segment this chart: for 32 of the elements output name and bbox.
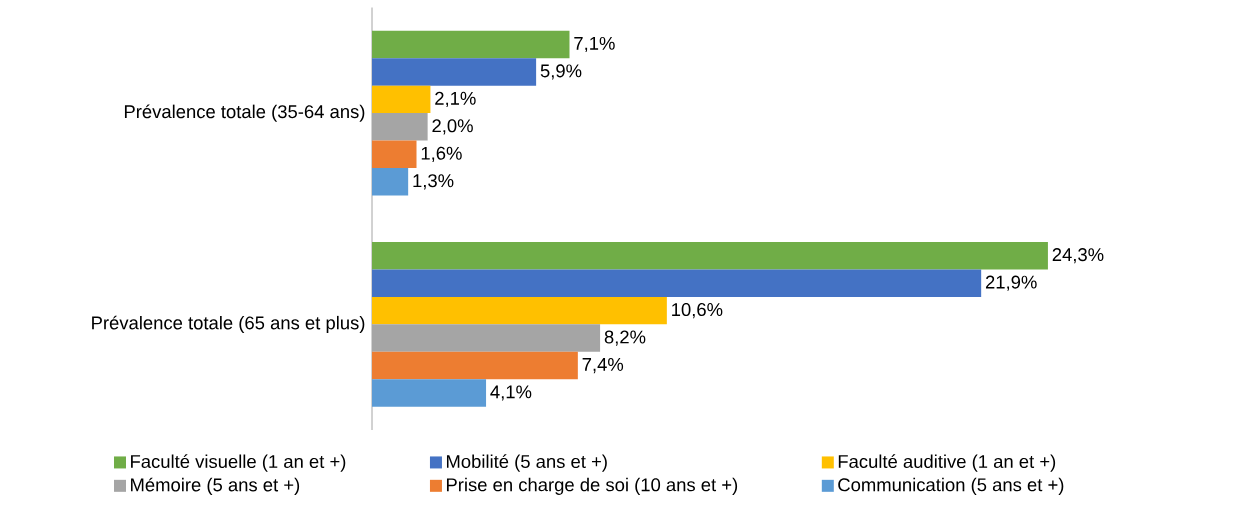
bar <box>372 113 428 141</box>
legend-label: Mémoire (5 ans et +) <box>131 477 300 496</box>
bar <box>372 241 1048 270</box>
data-label: 24,3% <box>1052 248 1104 264</box>
legend-label: Faculté auditive (1 an et +) <box>838 454 1056 472</box>
data-label: 2,1% <box>435 91 476 108</box>
bar <box>372 168 409 196</box>
y-tick-label: Prévalence totale (65 ans et plus) <box>92 315 365 334</box>
legend-label: Faculté visuelle (1 an et +) <box>131 454 346 472</box>
data-label: 7,4% <box>582 357 624 374</box>
data-label: 1,3% <box>413 174 454 190</box>
data-label: 7,1% <box>574 36 615 53</box>
legend-label: Communication (5 ans et +) <box>838 477 1064 495</box>
bar <box>372 140 417 169</box>
y-tick-label: Prévalence totale (35-64 ans) <box>124 104 365 122</box>
legend-label: Prise en charge de soi (10 ans et +) <box>446 477 738 495</box>
bar <box>372 379 487 407</box>
data-label: 8,2% <box>604 330 646 346</box>
bar <box>372 269 982 297</box>
data-label: 21,9% <box>985 275 1037 291</box>
data-label: 10,6% <box>672 303 723 319</box>
data-label: 4,1% <box>490 385 532 401</box>
data-label: 1,6% <box>421 146 462 162</box>
bar <box>372 58 537 86</box>
data-label: 5,9% <box>540 64 582 80</box>
bar <box>372 351 578 380</box>
bar <box>372 30 570 59</box>
legend-label: Mobilité (5 ans et +) <box>446 454 607 472</box>
data-label: 2,0% <box>432 119 473 135</box>
bar <box>372 85 431 114</box>
bar <box>372 324 601 352</box>
bar <box>372 296 667 325</box>
